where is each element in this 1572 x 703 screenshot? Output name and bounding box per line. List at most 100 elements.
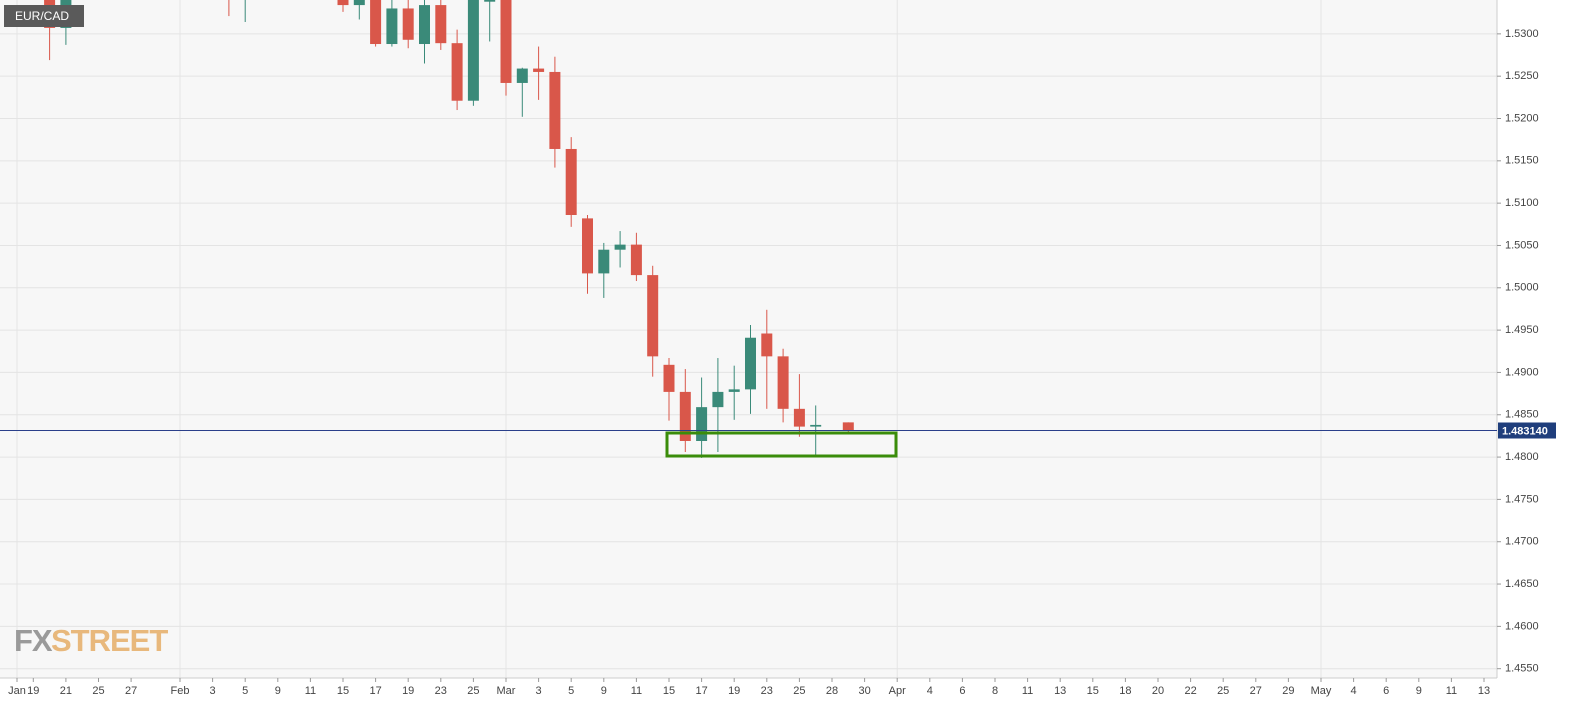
- candle-body: [500, 0, 512, 83]
- candle-body: [761, 333, 773, 357]
- x-tick-label: 5: [568, 685, 574, 697]
- x-tick-label: 17: [695, 685, 707, 697]
- candle-body: [386, 8, 398, 45]
- x-tick-label: 9: [275, 685, 281, 697]
- candle-body: [402, 8, 414, 40]
- y-tick-label: 1.4750: [1505, 493, 1539, 505]
- x-tick-label: 25: [92, 685, 104, 697]
- candle-body: [728, 389, 740, 392]
- candle-body: [663, 364, 675, 392]
- x-tick-label: 5: [242, 685, 248, 697]
- y-tick-label: 1.5250: [1505, 70, 1539, 82]
- x-tick-label: 25: [467, 685, 479, 697]
- x-tick-label: 6: [959, 685, 965, 697]
- x-tick-label: 15: [337, 685, 349, 697]
- x-tick-label: 15: [1087, 685, 1099, 697]
- y-tick-label: 1.5050: [1505, 239, 1539, 251]
- candle-body: [516, 68, 528, 83]
- highlight-box: [665, 431, 898, 458]
- candle-body: [565, 148, 577, 215]
- candle-body: [630, 244, 642, 276]
- y-tick-label: 1.4600: [1505, 620, 1539, 632]
- x-tick-label: 18: [1119, 685, 1131, 697]
- x-tick-label: 27: [125, 685, 137, 697]
- candle-body: [337, 0, 349, 6]
- x-tick-label: 6: [1383, 685, 1389, 697]
- y-tick-label: 1.4850: [1505, 409, 1539, 421]
- candles: [44, 0, 854, 458]
- candle-body: [810, 424, 822, 427]
- x-tick-label: 3: [536, 685, 542, 697]
- x-tick-label: 28: [826, 685, 838, 697]
- candle-body: [647, 275, 659, 357]
- x-tick-label: 25: [793, 685, 805, 697]
- last-price-box: [1498, 422, 1556, 439]
- watermark-street: STREET: [51, 623, 168, 658]
- x-tick-label: 9: [601, 685, 607, 697]
- symbol-box: [4, 5, 84, 27]
- x-tick-label: 15: [663, 685, 675, 697]
- symbol-label: EUR/CAD: [15, 9, 69, 23]
- candle-body: [745, 337, 756, 390]
- y-tick-label: 1.4650: [1505, 578, 1539, 590]
- candle-body: [353, 0, 365, 6]
- x-tick-label: Jan: [8, 685, 26, 697]
- y-tick-label: 1.4550: [1505, 663, 1539, 675]
- y-tick-label: 1.5300: [1505, 28, 1539, 40]
- x-tick-label: 8: [992, 685, 998, 697]
- x-tick-label: 22: [1184, 685, 1196, 697]
- x-tick-label: 19: [728, 685, 740, 697]
- x-tick-label: 11: [1022, 685, 1033, 697]
- x-tick-label: 27: [1250, 685, 1262, 697]
- axes: 1.4550 1.4600 1.4650 1.4700 1.4750 1.4800 1.48…: [8, 28, 1539, 697]
- x-tick-label: 4: [927, 685, 933, 697]
- candle-body: [582, 218, 593, 274]
- y-tick-label: 1.4950: [1505, 324, 1539, 336]
- candle-body: [679, 391, 691, 441]
- candle-body: [712, 391, 724, 408]
- candle-body: [598, 249, 610, 274]
- x-tick-label: 17: [369, 685, 381, 697]
- candle-body: [484, 0, 496, 2]
- grid: [0, 0, 1497, 678]
- candle-body: [549, 71, 561, 149]
- x-tick-label: 11: [305, 685, 316, 697]
- x-tick-label: 25: [1217, 685, 1229, 697]
- x-tick-label: Mar: [497, 685, 516, 697]
- x-tick-label: 13: [1054, 685, 1066, 697]
- x-tick-label: 29: [1282, 685, 1294, 697]
- x-tick-label: 3: [210, 685, 216, 697]
- x-tick-label: Feb: [171, 685, 190, 697]
- x-tick-label: Apr: [889, 685, 906, 697]
- x-tick-label: 23: [761, 685, 773, 697]
- y-tick-label: 1.4700: [1505, 536, 1539, 548]
- x-tick-label: 19: [27, 685, 39, 697]
- candle-body: [419, 5, 430, 45]
- candle-body: [842, 422, 854, 431]
- candle-body: [435, 5, 447, 44]
- x-tick-label: 19: [402, 685, 414, 697]
- y-tick-label: 1.5200: [1505, 112, 1539, 124]
- candle-body: [793, 408, 805, 427]
- watermark-fx: FX: [14, 623, 53, 658]
- y-tick-label: 1.5100: [1505, 197, 1539, 209]
- x-tick-label: May: [1311, 685, 1332, 697]
- candle-body: [467, 0, 479, 101]
- y-tick-label: 1.4900: [1505, 366, 1539, 378]
- x-tick-label: 20: [1152, 685, 1164, 697]
- x-tick-label: 9: [1416, 685, 1422, 697]
- x-tick-label: 13: [1478, 685, 1490, 697]
- x-tick-label: 30: [858, 685, 870, 697]
- x-tick-label: 21: [60, 685, 72, 697]
- x-tick-label: 11: [1446, 685, 1457, 697]
- candle-body: [370, 0, 382, 45]
- candle-body: [451, 43, 463, 101]
- candle-body: [533, 68, 545, 72]
- y-tick-label: 1.5150: [1505, 155, 1539, 167]
- y-tick-label: 1.5000: [1505, 282, 1539, 294]
- candle-body: [696, 407, 708, 441]
- x-tick-label: 23: [435, 685, 447, 697]
- y-tick-label: 1.4800: [1505, 451, 1539, 463]
- x-tick-label: 11: [631, 685, 642, 697]
